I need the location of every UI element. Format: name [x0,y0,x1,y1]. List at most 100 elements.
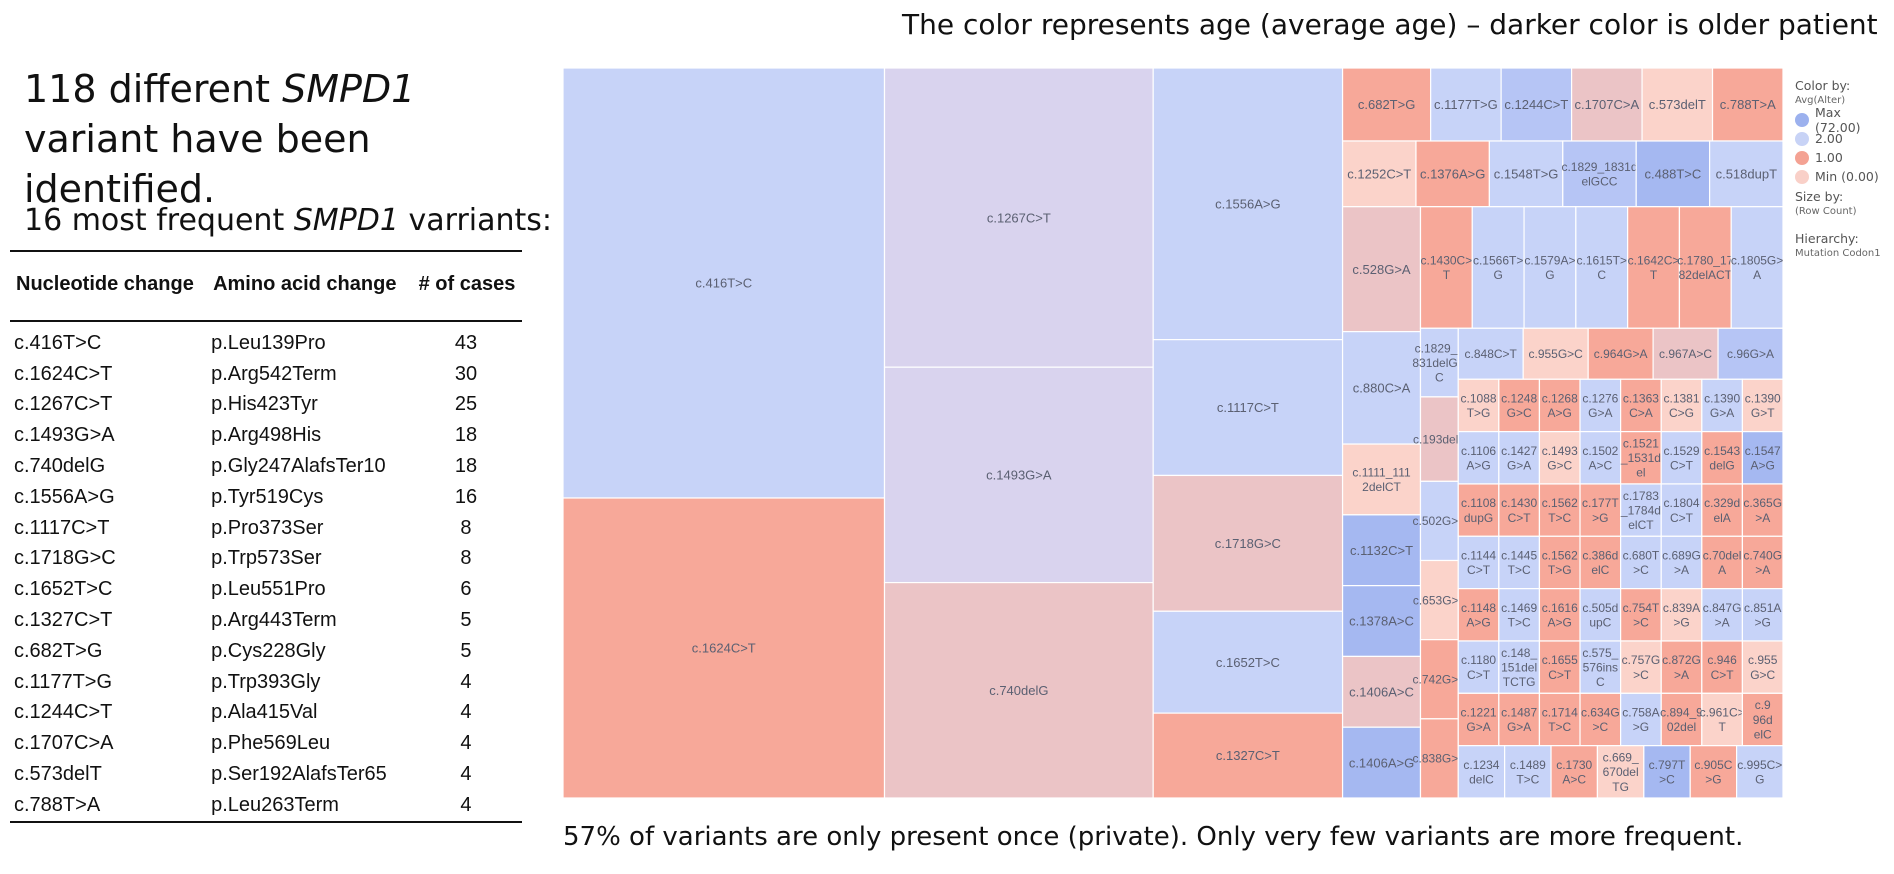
treemap-cell[interactable]: c.1489 T>C [1504,745,1552,798]
treemap-cell[interactable]: c.1562 T>G [1538,535,1581,590]
treemap-cell[interactable]: c.851A >G [1741,588,1783,642]
treemap-cell[interactable]: c.797T >C [1643,745,1691,798]
treemap-cell[interactable]: c.682T>G [1341,68,1432,142]
treemap-cell[interactable]: c.1132C>T [1341,514,1422,587]
treemap-cell[interactable]: c.754T >C [1620,588,1662,642]
treemap-cell[interactable]: c.416T>C [563,68,886,499]
treemap-cell[interactable]: c.680T >C [1620,535,1662,590]
treemap-cell[interactable]: c.758A >G [1620,692,1662,747]
treemap-cell[interactable]: c.1642C> T [1627,206,1681,329]
treemap-cell[interactable]: c.1780_17 82delACT [1677,206,1734,329]
treemap-cell[interactable]: c.1144 C>T [1457,535,1500,590]
treemap-cell[interactable]: c.1805G> A [1730,206,1783,329]
treemap-cell[interactable]: c.1529 C>T [1660,431,1703,485]
treemap-cell[interactable]: c.838G>A [1413,718,1467,798]
treemap-cell[interactable]: c.1579A> G [1523,206,1577,329]
treemap-cell[interactable]: c.386d elC [1579,535,1622,590]
treemap-cell[interactable]: c.788T>A [1711,68,1783,142]
treemap-cell[interactable]: c.1381 C>G [1660,378,1703,433]
treemap-cell[interactable]: c.905C >G [1689,745,1738,798]
treemap-cell[interactable]: c.1548T>G [1488,140,1564,208]
treemap-cell[interactable]: c.1378A>C [1341,585,1422,658]
treemap-cell[interactable]: c.1566T> G [1471,206,1525,329]
treemap-cell[interactable]: c.1327C>T [1152,712,1344,798]
treemap-cell[interactable]: c.488T>C [1635,140,1711,208]
treemap-cell[interactable]: c.1547 A>G [1741,431,1783,485]
treemap-cell[interactable]: c.1248 G>C [1498,378,1541,433]
treemap-cell[interactable]: c.1493G>A [883,366,1154,584]
treemap-cell[interactable]: c.1445 T>C [1498,535,1541,590]
treemap-cell[interactable]: c.1111_111 2delCT [1341,443,1422,516]
treemap-cell[interactable]: c.1487 G>A [1498,692,1541,747]
treemap-cell[interactable]: c.1469 T>C [1498,588,1541,642]
treemap-cell[interactable]: c.757G >C [1620,640,1662,694]
treemap-cell[interactable]: c.740G >A [1741,535,1783,590]
treemap-cell[interactable]: c.1556A>G [1152,68,1344,341]
treemap-cell[interactable]: c.70del A [1701,535,1744,590]
treemap-cell[interactable]: c.653G>T [1413,559,1467,641]
treemap-cell[interactable]: c.1180 C>T [1457,640,1500,694]
treemap-cell[interactable]: c.1117C>T [1152,339,1344,477]
treemap-cell[interactable]: c.1493 G>C [1538,431,1581,485]
treemap-cell[interactable]: c.946 C>T [1701,640,1744,694]
treemap-cell[interactable]: c.1177T>G [1430,68,1502,142]
treemap-cell[interactable]: c.365G >A [1741,483,1783,537]
treemap-cell[interactable]: c.1252C>T [1341,140,1417,208]
treemap-cell[interactable]: c.573delT [1641,68,1714,142]
treemap-cell[interactable]: c.575_ 576ins C [1579,640,1622,694]
treemap-cell[interactable]: c.967A>C [1652,327,1719,380]
treemap-cell[interactable]: c.1804 C>T [1660,483,1703,537]
treemap-cell[interactable]: c.961C> T [1700,692,1745,747]
treemap-cell[interactable]: c.1521 _1531d el [1620,431,1662,485]
treemap-cell[interactable]: c.689G >A [1660,535,1703,590]
treemap-cell[interactable]: c.848C>T [1457,327,1524,380]
treemap-cell[interactable]: c.1244C>T [1500,68,1573,142]
treemap-cell[interactable]: c.1234 delC [1457,745,1506,798]
treemap-cell[interactable]: c.1406A>C [1341,655,1422,728]
treemap-cell[interactable]: c.894_9 02del [1660,692,1703,747]
treemap-cell[interactable]: c.880C>A [1341,331,1422,445]
treemap-cell[interactable]: c.1276 G>A [1579,378,1622,433]
treemap-cell[interactable]: c.1616 A>G [1538,588,1581,642]
treemap-cell[interactable]: c.1652T>C [1152,610,1344,714]
treemap-cell[interactable]: c.1427 G>A [1498,431,1541,485]
treemap-cell[interactable]: c.329d elA [1701,483,1744,537]
treemap-cell[interactable]: c.955G>C [1522,327,1589,380]
treemap-cell[interactable]: c.1390 G>A [1701,378,1744,433]
treemap-cell[interactable]: c.148_ 151del TCTG [1498,640,1541,694]
treemap-cell[interactable]: c.872G >A [1660,640,1703,694]
treemap-cell[interactable]: c.1615T> C [1575,206,1629,329]
treemap-cell[interactable]: c.1783 _1784d elCT [1620,483,1662,537]
treemap-cell[interactable]: c.1106 A>G [1457,431,1500,485]
treemap-cell[interactable]: c.1714 T>C [1538,692,1581,747]
treemap-cell[interactable]: c.1390 G>T [1741,378,1783,433]
treemap-cell[interactable]: c.1430C>T [1419,206,1473,329]
treemap-cell[interactable]: c.1088 T>G [1457,378,1500,433]
treemap-cell[interactable]: c.1406A>G [1341,726,1422,798]
treemap-cell[interactable]: c.964G>A [1587,327,1654,380]
treemap-cell[interactable]: c.1108 dupG [1457,483,1500,537]
treemap-cell[interactable]: c.1268 A>G [1538,378,1581,433]
treemap-cell[interactable]: c.1655 C>T [1538,640,1581,694]
treemap-cell[interactable]: c.1707C>A [1570,68,1643,142]
treemap-cell[interactable]: c.740delG [883,581,1154,798]
treemap-cell[interactable]: c.528G>A [1341,206,1422,333]
treemap-cell[interactable]: c.669_ 670del TG [1596,745,1645,798]
treemap-cell[interactable]: c.839A >G [1660,588,1703,642]
treemap-cell[interactable]: c.9 96d elC [1741,692,1783,747]
treemap-cell[interactable]: c.1221 G>A [1457,692,1500,747]
treemap-cell[interactable]: c.995C> G [1736,745,1783,798]
treemap-cell[interactable]: c.177T >G [1579,483,1622,537]
treemap-cell[interactable]: c.96G>A [1717,327,1783,380]
treemap-cell[interactable]: c.1730 A>C [1550,745,1599,798]
treemap-cell[interactable]: c.1376A>G [1415,140,1490,208]
treemap-cell[interactable]: c.518dupT [1708,140,1783,208]
treemap-cell[interactable]: c.1562 T>C [1538,483,1581,537]
treemap-cell[interactable]: c.634G >C [1579,692,1622,747]
treemap-cell[interactable]: c.1543 delG [1701,431,1744,485]
treemap-cell[interactable]: c.1267C>T [883,68,1154,368]
